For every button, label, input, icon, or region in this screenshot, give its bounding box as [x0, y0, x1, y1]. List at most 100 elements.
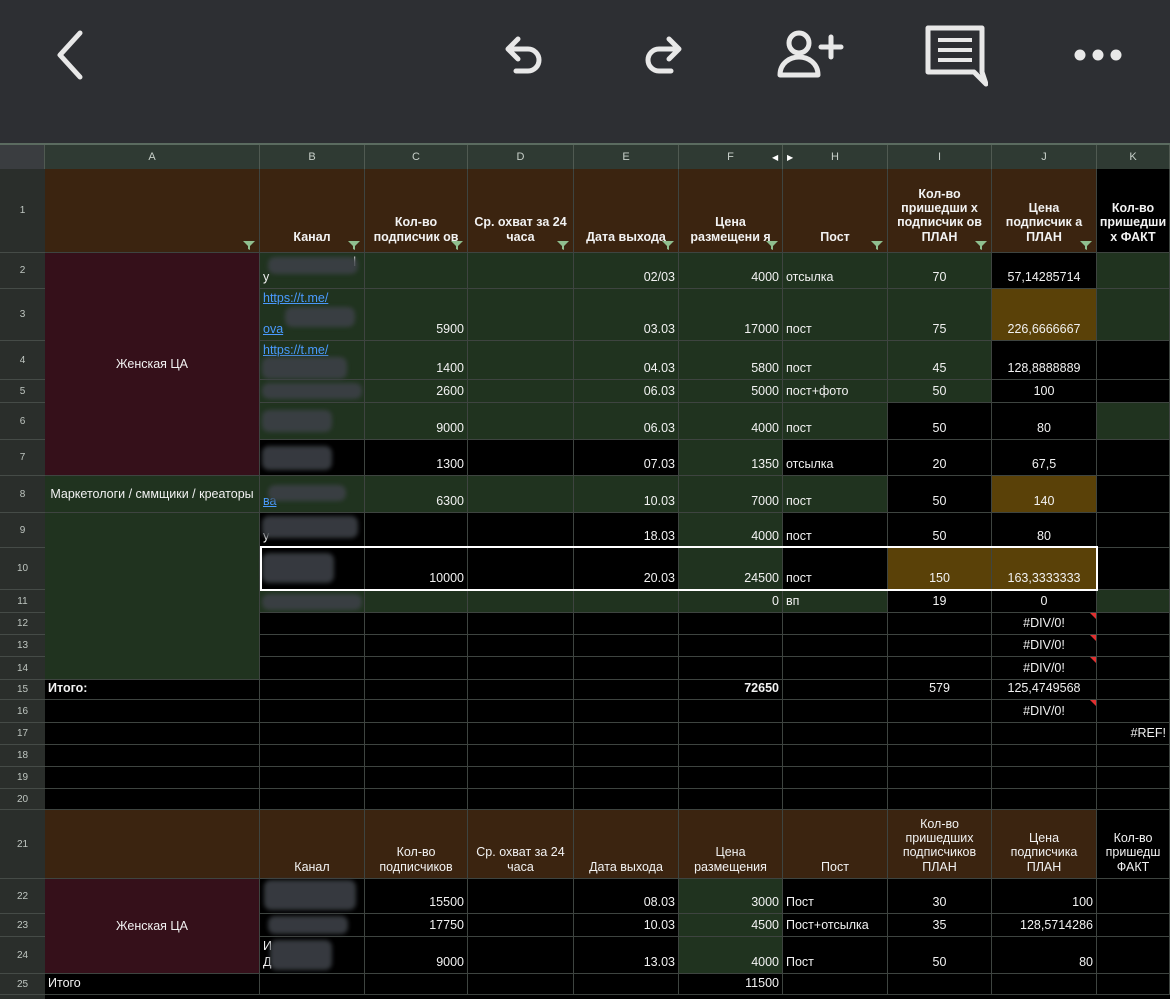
header2-a[interactable] — [45, 810, 260, 879]
empty-cell[interactable] — [1097, 745, 1170, 767]
empty-cell[interactable] — [468, 613, 574, 635]
header2-post[interactable]: Пост — [783, 810, 888, 879]
total-cell[interactable] — [783, 680, 888, 700]
fact-subs-cell[interactable] — [1097, 476, 1170, 513]
row-header-12[interactable]: 12 — [0, 613, 45, 635]
column-header-j[interactable]: J — [992, 145, 1097, 169]
post-cell[interactable]: отсылка — [783, 440, 888, 476]
more-icon[interactable] — [1063, 20, 1133, 90]
plan-price-cell[interactable]: 80 — [992, 403, 1097, 440]
price-cell[interactable]: 4000 — [679, 513, 783, 548]
empty-cell[interactable] — [1097, 657, 1170, 680]
total-cell[interactable] — [260, 680, 365, 700]
filter-icon[interactable] — [975, 237, 987, 250]
header2-reach[interactable]: Ср. охват за 24 часа — [468, 810, 574, 879]
post-cell[interactable]: пост — [783, 341, 888, 380]
row-header-2[interactable]: 2 — [0, 253, 45, 289]
column-header-a[interactable]: A — [45, 145, 260, 169]
reach-cell[interactable] — [468, 937, 574, 974]
row-header-3[interactable]: 3 — [0, 289, 45, 341]
empty-cell[interactable] — [783, 635, 888, 657]
plan-price-cell[interactable]: 67,5 — [992, 440, 1097, 476]
plan-price-cell[interactable]: 226,6666667 — [992, 289, 1097, 341]
empty-cell[interactable] — [1097, 635, 1170, 657]
total-cell[interactable]: 72650 — [679, 680, 783, 700]
post-cell[interactable]: пост — [783, 548, 888, 590]
price-cell[interactable]: 7000 — [679, 476, 783, 513]
plan-price-cell[interactable]: 57,14285714 — [992, 253, 1097, 289]
empty-cell[interactable] — [1097, 789, 1170, 810]
price-cell[interactable]: 1350 — [679, 440, 783, 476]
total2-cell[interactable] — [1097, 974, 1170, 995]
total2-cell[interactable] — [365, 974, 468, 995]
plan-price-cell[interactable]: 140 — [992, 476, 1097, 513]
filter-icon[interactable] — [662, 237, 674, 250]
column-header-h[interactable]: H — [783, 145, 888, 169]
header-fact-subs[interactable]: Кол-во пришедши х ФАКТ — [1097, 169, 1170, 253]
row-header-24[interactable]: 24 — [0, 937, 45, 974]
header-plan-price[interactable]: Цена подписчик а ПЛАН — [992, 169, 1097, 253]
post-cell[interactable]: пост — [783, 403, 888, 440]
row-header-20[interactable]: 20 — [0, 789, 45, 810]
row-header-7[interactable]: 7 — [0, 440, 45, 476]
post-cell[interactable]: пост — [783, 513, 888, 548]
total-cell[interactable] — [365, 680, 468, 700]
fact-subs-cell[interactable] — [1097, 253, 1170, 289]
post-cell[interactable]: вп — [783, 590, 888, 613]
header2-channel[interactable]: Канал — [260, 810, 365, 879]
post-cell[interactable]: Пост+отсылка — [783, 914, 888, 937]
row-header-23[interactable]: 23 — [0, 914, 45, 937]
post-cell[interactable]: Пост — [783, 937, 888, 974]
plan-subs-cell[interactable]: 50 — [888, 937, 992, 974]
column-header-e[interactable]: E — [574, 145, 679, 169]
total-cell[interactable] — [468, 680, 574, 700]
empty-cell[interactable] — [992, 723, 1097, 745]
plan-subs-cell[interactable]: 50 — [888, 476, 992, 513]
plan-price-cell[interactable]: 128,5714286 — [992, 914, 1097, 937]
total2-cell[interactable] — [574, 974, 679, 995]
subs-cell[interactable]: 10000 — [365, 548, 468, 590]
date-cell[interactable]: 18.03 — [574, 513, 679, 548]
subs-cell[interactable]: 1300 — [365, 440, 468, 476]
fact-subs-cell[interactable] — [1097, 879, 1170, 914]
empty-cell[interactable] — [365, 723, 468, 745]
total2-cell[interactable] — [992, 974, 1097, 995]
reach-cell[interactable] — [468, 513, 574, 548]
empty-cell[interactable] — [783, 723, 888, 745]
redo-icon[interactable] — [630, 20, 700, 90]
post-cell[interactable]: пост — [783, 289, 888, 341]
header2-date[interactable]: Дата выхода — [574, 810, 679, 879]
fact-subs-cell[interactable] — [1097, 914, 1170, 937]
price-cell[interactable]: 5000 — [679, 380, 783, 403]
column-header-b[interactable]: B — [260, 145, 365, 169]
fact-subs-cell[interactable] — [1097, 513, 1170, 548]
error-cell[interactable]: #DIV/0! — [992, 700, 1097, 723]
empty-cell[interactable] — [45, 700, 260, 723]
header-date[interactable]: Дата выхода — [574, 169, 679, 253]
empty-cell[interactable] — [365, 745, 468, 767]
total-cell[interactable] — [574, 680, 679, 700]
empty-cell[interactable] — [45, 745, 260, 767]
reach-cell[interactable] — [468, 914, 574, 937]
total2-cell[interactable] — [783, 974, 888, 995]
filter-icon[interactable] — [243, 237, 255, 250]
plan-price-cell[interactable]: 100 — [992, 879, 1097, 914]
empty-cell[interactable] — [45, 767, 260, 789]
row-header-15[interactable]: 15 — [0, 680, 45, 700]
empty-cell[interactable] — [888, 745, 992, 767]
header-post[interactable]: Пост — [783, 169, 888, 253]
reach-cell[interactable] — [468, 403, 574, 440]
total2-label[interactable]: Итого — [45, 974, 260, 995]
date-cell[interactable]: 10.03 — [574, 476, 679, 513]
empty-cell[interactable] — [468, 657, 574, 680]
total2-cell[interactable]: 11500 — [679, 974, 783, 995]
empty-cell[interactable] — [783, 789, 888, 810]
row-header-6[interactable]: 6 — [0, 403, 45, 440]
date-cell[interactable]: 20.03 — [574, 548, 679, 590]
hidden-column-right-arrow-icon[interactable]: ▶ — [787, 153, 794, 162]
empty-cell[interactable] — [679, 613, 783, 635]
plan-subs-cell[interactable]: 45 — [888, 341, 992, 380]
div-error-cell[interactable]: #DIV/0! — [992, 635, 1097, 657]
channel-link[interactable]: https://t.me/ — [263, 343, 329, 357]
row-header-10[interactable]: 10 — [0, 548, 45, 590]
